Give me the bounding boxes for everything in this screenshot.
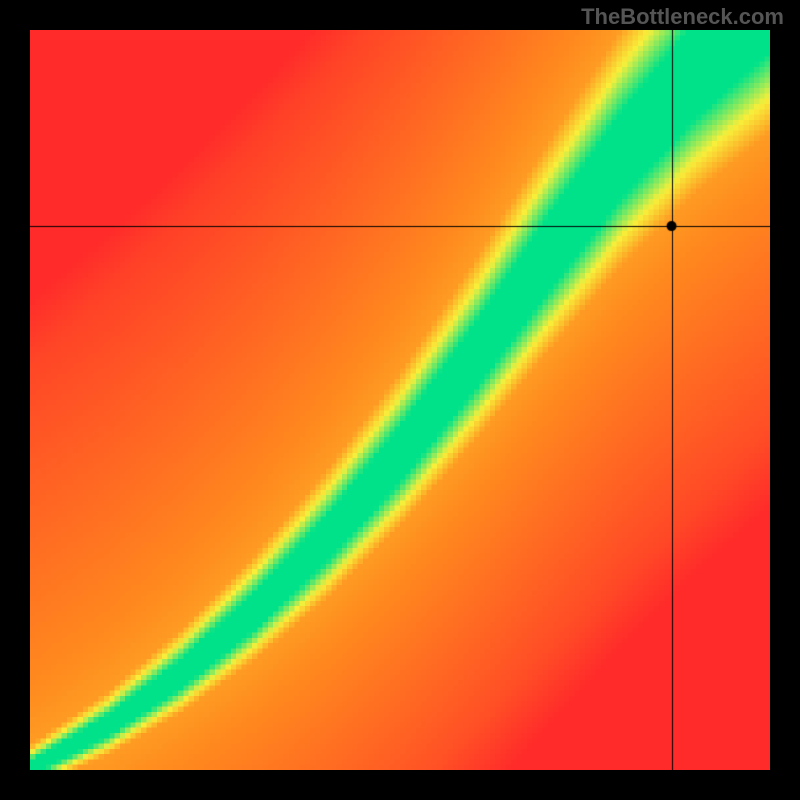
chart-container: { "canvas": { "width": 800, "height": 80… xyxy=(0,0,800,800)
crosshair-overlay xyxy=(30,30,770,770)
watermark-text: TheBottleneck.com xyxy=(581,4,784,30)
